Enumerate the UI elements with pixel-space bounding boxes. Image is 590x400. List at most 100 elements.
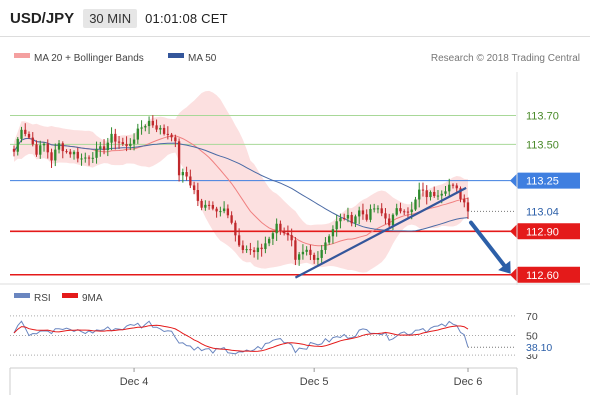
candle-body <box>429 191 432 198</box>
candle-body <box>177 141 181 176</box>
forecast-arrow-shaft <box>469 220 509 271</box>
candle <box>320 245 323 263</box>
level-label-bg <box>518 136 580 153</box>
symbol-label: USD/JPY <box>10 9 75 27</box>
candle-body <box>129 143 132 147</box>
candle-body <box>110 133 113 143</box>
candle <box>313 252 316 264</box>
level-label-113.25: 113.25 <box>510 172 580 189</box>
candle <box>177 138 181 182</box>
candle-body <box>320 249 323 258</box>
candle-body <box>72 151 76 155</box>
candle-body <box>61 143 64 152</box>
time-label: 01:01:08 CET <box>145 10 228 26</box>
candle <box>91 152 94 164</box>
candle-body <box>27 133 31 138</box>
candle <box>282 227 286 236</box>
candle-body <box>80 158 83 160</box>
level-label-113.70: 113.70 <box>518 107 580 124</box>
candle-body <box>297 254 301 260</box>
candle <box>211 201 215 211</box>
candle <box>275 218 278 241</box>
rsi-current-label: 38.10 <box>526 342 552 354</box>
candle-body <box>361 210 365 215</box>
candle <box>399 202 402 214</box>
candle-body <box>230 215 233 223</box>
candle-body <box>279 223 282 232</box>
candle <box>301 244 305 260</box>
candle <box>215 206 218 218</box>
candle-body <box>174 137 177 142</box>
candle <box>31 132 34 147</box>
candle <box>117 136 121 149</box>
candle-body <box>406 211 410 213</box>
candle <box>196 182 200 207</box>
candle-body <box>328 236 331 243</box>
candle <box>166 126 169 140</box>
candle <box>54 143 57 167</box>
candle <box>151 115 154 128</box>
candle <box>106 137 109 157</box>
legend-rsi-swatch <box>14 293 30 298</box>
candle-body <box>204 204 207 208</box>
level-label-bg <box>510 172 580 189</box>
candle <box>155 119 158 133</box>
candle <box>358 206 361 225</box>
candle-body <box>395 208 398 215</box>
candle-body <box>237 235 241 246</box>
candle <box>192 181 196 195</box>
candle-body <box>267 238 271 244</box>
timeframe-badge[interactable]: 30 MIN <box>83 8 138 28</box>
candle-body <box>31 137 34 145</box>
candle-body <box>24 129 27 134</box>
candle-body <box>252 250 256 253</box>
legend-ma50-swatch <box>168 53 184 58</box>
candle <box>376 205 380 214</box>
rsi-tick-30: 30 <box>526 350 538 362</box>
candle-body <box>271 233 275 239</box>
candle-body <box>114 133 117 142</box>
candle <box>388 213 391 228</box>
candle <box>286 225 290 241</box>
candle <box>181 168 185 183</box>
candle-body <box>444 191 447 194</box>
candle <box>395 203 398 217</box>
candle <box>339 213 342 229</box>
current-price-label: 113.04 <box>526 206 559 218</box>
candle-body <box>162 127 166 134</box>
candle <box>20 126 23 143</box>
candle <box>57 140 61 154</box>
candle <box>99 141 102 157</box>
candle <box>84 152 87 163</box>
candle-body <box>384 213 387 219</box>
candle <box>425 185 428 205</box>
candle-body <box>459 188 462 200</box>
candle-body <box>20 129 23 139</box>
level-label-bg <box>510 223 580 240</box>
candle-body <box>69 151 72 155</box>
candle-body <box>294 240 297 260</box>
candle-body <box>324 242 327 250</box>
candle-body <box>391 214 395 226</box>
forecast-arrow-head <box>498 260 511 274</box>
candle <box>406 207 410 218</box>
candle-body <box>369 208 372 220</box>
candle <box>297 251 301 266</box>
candle <box>174 134 177 148</box>
candle <box>324 237 327 254</box>
candle-body <box>455 185 458 189</box>
legend-ma50-label: MA 50 <box>188 53 217 64</box>
level-label-bg <box>510 266 580 283</box>
candle <box>459 186 462 203</box>
candle-body <box>222 208 226 212</box>
candle <box>455 183 458 192</box>
level-label-113.50: 113.50 <box>518 136 580 153</box>
candle-body <box>365 214 368 220</box>
level-label-112.90: 112.90 <box>510 223 580 240</box>
candle <box>305 246 308 256</box>
level-label-text: 113.25 <box>526 176 559 188</box>
candle <box>369 204 372 223</box>
x-tick-label: Dec 6 <box>454 376 483 388</box>
